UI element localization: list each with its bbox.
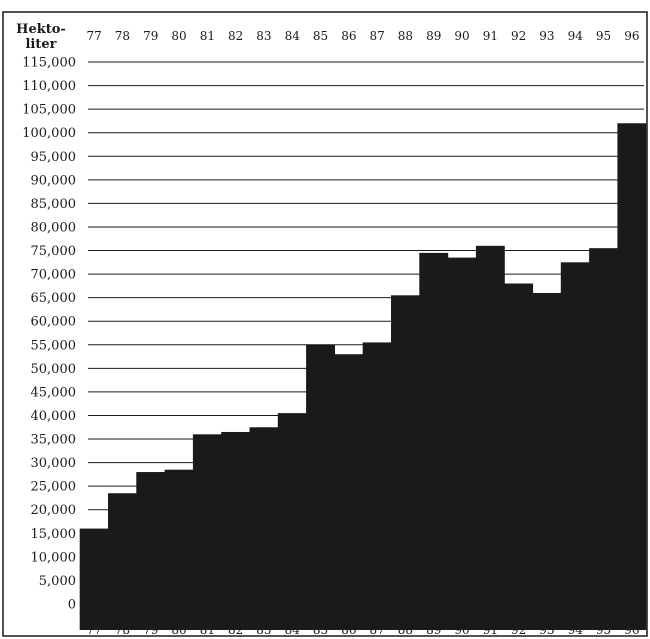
x-tick-label-bottom: 86	[341, 623, 356, 637]
x-tick-label-top: 86	[341, 29, 356, 43]
x-tick-label-bottom: 89	[426, 623, 441, 637]
x-tick-label-bottom: 88	[398, 623, 413, 637]
x-tick-labels-top: 77 78 79 80 81 82 83 84 85 86 87 88 89 90 91 92 93 94 95 96	[87, 29, 640, 43]
x-tick-label-top: 93	[539, 29, 554, 43]
y-tick-label: 55,000	[31, 338, 77, 353]
bar	[532, 292, 562, 630]
x-tick-label-top: 89	[426, 29, 441, 43]
y-tick-label: 80,000	[31, 220, 77, 235]
x-tick-label-top: 83	[256, 29, 271, 43]
x-tick-label-bottom: 91	[483, 623, 498, 637]
x-tick-label-bottom: 96	[624, 623, 639, 637]
y-tick-label: 75,000	[31, 244, 77, 259]
bar	[192, 434, 222, 630]
x-tick-label-top: 87	[370, 29, 385, 43]
x-tick-label-bottom: 92	[511, 623, 526, 637]
y-tick-label: 95,000	[31, 150, 77, 165]
x-tick-label-bottom: 87	[370, 623, 385, 637]
bar	[221, 431, 251, 630]
x-tick-label-top: 96	[624, 29, 639, 43]
y-tick-label: 10,000	[31, 550, 77, 565]
x-tick-label-bottom: 79	[143, 623, 158, 637]
y-tick-label: 0	[68, 598, 76, 613]
y-tick-label: 115,000	[22, 56, 76, 71]
bar	[334, 354, 364, 630]
y-tick-label: 40,000	[31, 409, 77, 424]
y-tick-label: 25,000	[31, 480, 77, 495]
bar	[475, 245, 505, 630]
x-tick-label-top: 90	[454, 29, 469, 43]
y-unit-label-line-2: liter	[25, 37, 56, 52]
bar	[362, 342, 392, 630]
y-tick-label: 100,000	[22, 126, 76, 141]
x-tick-label-top: 77	[87, 29, 102, 43]
y-tick-label: 20,000	[31, 503, 77, 518]
x-tick-label-bottom: 81	[200, 623, 215, 637]
bar	[447, 257, 477, 630]
x-tick-label-bottom: 83	[256, 623, 271, 637]
y-tick-label: 35,000	[31, 433, 77, 448]
x-tick-label-top: 81	[200, 29, 215, 43]
x-tick-label-top: 85	[313, 29, 328, 43]
y-tick-labels: 0 5,000 10,000 15,000 20,000 25,000 30,000 35,0…	[22, 56, 76, 613]
y-tick-label: 85,000	[31, 197, 77, 212]
x-tick-label-top: 91	[483, 29, 498, 43]
x-tick-label-top: 88	[398, 29, 413, 43]
bar	[504, 283, 534, 630]
bar	[277, 413, 307, 630]
x-tick-label-bottom: 82	[228, 623, 243, 637]
bar	[306, 344, 335, 630]
y-tick-label: 90,000	[31, 173, 77, 188]
x-tick-label-top: 78	[115, 29, 130, 43]
bar	[164, 469, 194, 630]
y-tick-label: 110,000	[22, 79, 76, 94]
x-tick-label-bottom: 78	[115, 623, 130, 637]
bars	[79, 123, 647, 630]
bar	[136, 472, 166, 630]
bar	[589, 248, 618, 630]
y-tick-label: 105,000	[22, 103, 76, 118]
x-tick-label-top: 95	[596, 29, 611, 43]
bar	[391, 295, 420, 630]
y-tick-label: 70,000	[31, 268, 77, 283]
bar	[560, 262, 590, 630]
x-tick-label-bottom: 90	[454, 623, 469, 637]
x-tick-label-top: 94	[568, 29, 584, 43]
bar	[249, 427, 279, 630]
y-unit-label-line-1: Hekto-	[16, 22, 66, 37]
x-tick-label-bottom: 77	[87, 623, 102, 637]
y-tick-label: 15,000	[31, 527, 77, 542]
y-tick-label: 45,000	[31, 385, 77, 400]
x-tick-labels-bottom: 77 78 79 80 81 82 83 84 85 86 87 88 89 90 91 92 93 94 95 96	[87, 623, 640, 637]
x-tick-label-top: 80	[171, 29, 186, 43]
x-tick-label-bottom: 93	[539, 623, 554, 637]
x-tick-label-top: 92	[511, 29, 526, 43]
x-tick-label-bottom: 84	[285, 623, 301, 637]
y-tick-label: 60,000	[31, 315, 77, 330]
x-tick-label-top: 84	[285, 29, 301, 43]
x-tick-label-bottom: 95	[596, 623, 611, 637]
x-tick-label-top: 79	[143, 29, 158, 43]
bar	[108, 493, 137, 630]
x-tick-label-bottom: 80	[171, 623, 186, 637]
y-tick-label: 30,000	[31, 456, 77, 471]
bar	[617, 123, 647, 630]
x-tick-label-bottom: 94	[568, 623, 584, 637]
y-tick-label: 5,000	[39, 574, 76, 589]
x-tick-label-top: 82	[228, 29, 243, 43]
chart-frame	[2, 11, 648, 637]
bar	[419, 252, 449, 630]
x-tick-label-bottom: 85	[313, 623, 328, 637]
bar	[79, 528, 109, 630]
y-tick-label: 50,000	[31, 362, 77, 377]
y-tick-label: 65,000	[31, 291, 77, 306]
